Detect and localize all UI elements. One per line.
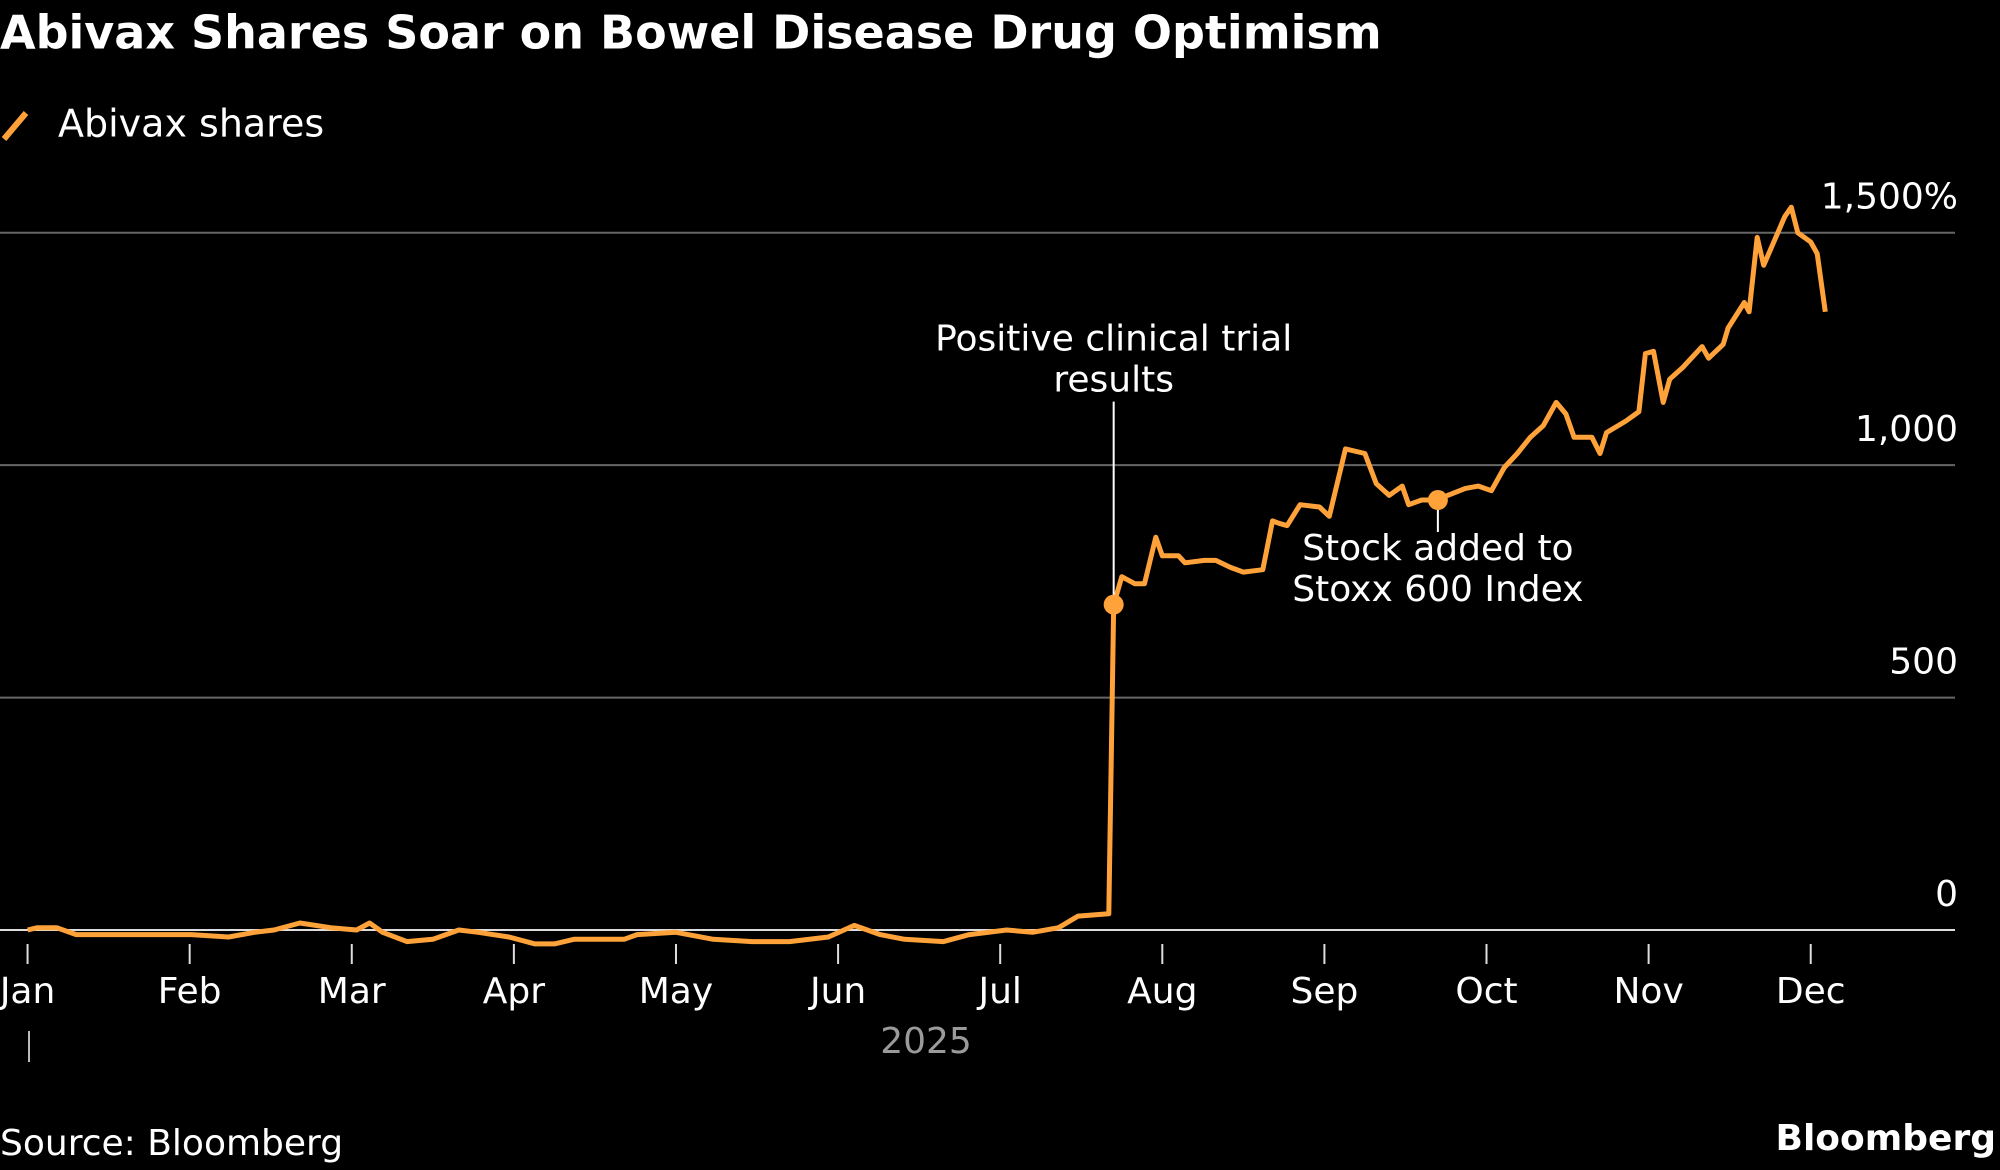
x-tick-label: Mar xyxy=(318,971,386,1012)
chart-title: Abivax Shares Soar on Bowel Disease Drug… xyxy=(0,6,1382,60)
x-tick-label: Apr xyxy=(483,971,545,1012)
x-tick-label: Jun xyxy=(808,971,866,1012)
brand: Bloomberg xyxy=(1776,1118,1996,1159)
annotation-point xyxy=(1427,490,1448,511)
x-tick-label: Jul xyxy=(976,971,1021,1012)
legend-label: Abivax shares xyxy=(58,102,324,146)
x-axis-label: 2025 xyxy=(880,1021,972,1062)
y-tick-label: 0 xyxy=(1935,874,1958,915)
line-series xyxy=(27,204,1828,947)
x-tick-label: Sep xyxy=(1290,971,1358,1012)
annotation-text: Stoxx 600 Index xyxy=(1292,569,1583,610)
annotation-text: results xyxy=(1053,360,1174,401)
x-tick-label: Nov xyxy=(1613,971,1683,1012)
x-tick-label: Aug xyxy=(1127,971,1197,1012)
x-tick-label: May xyxy=(639,971,713,1012)
y-tick-label: 1,500% xyxy=(1821,177,1958,218)
annotation-text: Positive clinical trial xyxy=(935,319,1292,360)
x-tick-label: Oct xyxy=(1455,971,1517,1012)
annotation-text: Stock added to xyxy=(1302,528,1573,569)
source: Source: Bloomberg xyxy=(0,1123,343,1164)
annotation-point xyxy=(1103,594,1124,615)
legend-swatch xyxy=(1,111,29,141)
x-tick-label: Jan xyxy=(0,971,55,1012)
y-tick-label: 1,000 xyxy=(1855,409,1958,450)
x-tick-label: Dec xyxy=(1776,971,1846,1012)
x-tick-label: Feb xyxy=(158,971,222,1012)
y-tick-label: 500 xyxy=(1889,642,1958,683)
